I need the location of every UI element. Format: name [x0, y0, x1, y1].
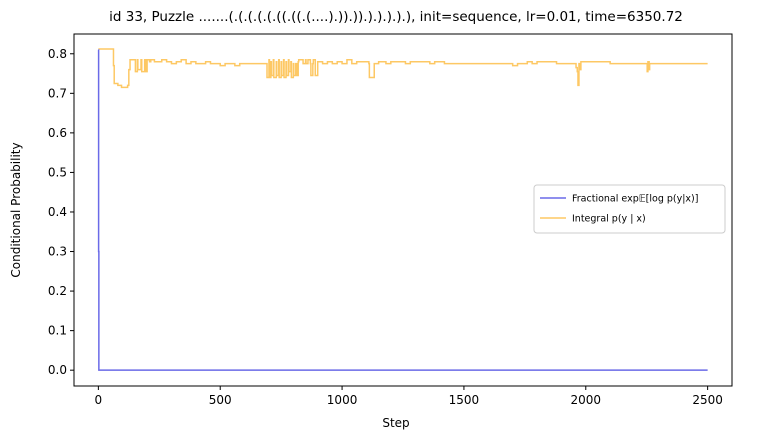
y-tick-label: 0.5: [48, 165, 67, 179]
x-axis: 0 500 1000 1500 2000 2500: [95, 386, 723, 407]
x-tick-label: 1500: [449, 393, 480, 407]
y-tick-label: 0.3: [48, 245, 67, 259]
x-tick-label: 500: [209, 393, 232, 407]
x-tick-label: 2000: [571, 393, 602, 407]
legend-label-1: Integral p(y | x): [572, 214, 646, 225]
y-tick-label: 0.0: [48, 363, 67, 377]
y-tick-label: 0.4: [48, 205, 67, 219]
y-tick-label: 0.2: [48, 284, 67, 298]
series-line-0: [97, 49, 708, 371]
chart-title: id 33, Puzzle .......(.(.(.(.(.((.((.(..…: [109, 9, 683, 25]
legend-label-0: Fractional exp𝔼[log p(y|x)]: [572, 194, 698, 205]
legend: Fractional exp𝔼[log p(y|x)] Integral p(y …: [533, 184, 726, 234]
x-axis-label: Step: [382, 416, 409, 430]
y-axis-label: Conditional Probability: [9, 142, 23, 277]
x-tick-label: 0: [95, 393, 103, 407]
y-tick-label: 0.1: [48, 324, 67, 338]
y-tick-label: 0.7: [48, 86, 67, 100]
legend-box: [533, 184, 726, 234]
series-layer: [97, 48, 708, 371]
y-tick-label: 0.8: [48, 47, 67, 61]
plot-frame: [73, 33, 733, 387]
x-tick-label: 1000: [327, 393, 358, 407]
x-tick-label: 2500: [692, 393, 723, 407]
series-line-1: [98, 48, 708, 89]
y-tick-label: 0.6: [48, 126, 67, 140]
y-axis: 0.0 0.1 0.2 0.3 0.4 0.5 0.6 0.7 0.8: [48, 47, 74, 377]
